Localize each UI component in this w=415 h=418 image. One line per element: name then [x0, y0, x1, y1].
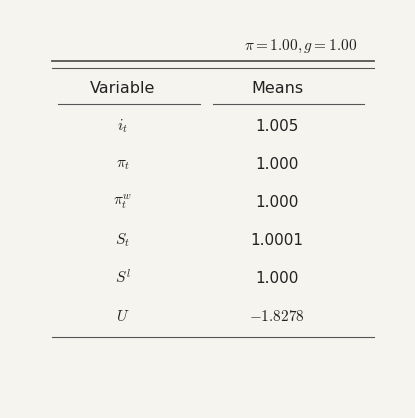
- Text: $S_t$: $S_t$: [115, 231, 130, 249]
- Text: 1.000: 1.000: [255, 270, 299, 285]
- Text: $\pi_t$: $\pi_t$: [115, 157, 130, 172]
- Text: 1.005: 1.005: [255, 119, 299, 134]
- Text: $i_t$: $i_t$: [117, 117, 128, 135]
- Text: Variable: Variable: [90, 81, 155, 96]
- Text: 1.000: 1.000: [255, 157, 299, 172]
- Text: Means: Means: [251, 81, 303, 96]
- Text: 1.000: 1.000: [255, 194, 299, 209]
- Text: 1.0001: 1.0001: [251, 232, 303, 247]
- Text: $S^l$: $S^l$: [115, 269, 131, 287]
- Text: $\pi_t^w$: $\pi_t^w$: [113, 193, 132, 212]
- Text: $U$: $U$: [116, 308, 129, 324]
- Text: $\pi = 1.00, g = 1.00$: $\pi = 1.00, g = 1.00$: [244, 38, 357, 55]
- Text: $-1.8278$: $-1.8278$: [249, 308, 305, 324]
